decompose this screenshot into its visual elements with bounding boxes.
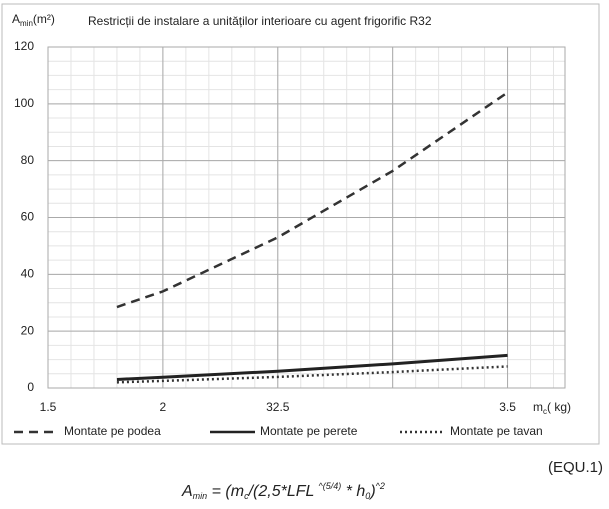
text-part: c [543,407,547,416]
equation: Amin = (mc/(2,5*LFL ^(5/4) * h0)^2 [181,481,385,501]
y-tick-label: 100 [14,96,34,110]
y-tick-label: 0 [27,380,34,394]
text-part: ^(5/4) [319,481,342,491]
text-part: = (m [207,483,244,500]
x-tick-label: 3.5 [499,400,516,414]
y-tick-label: 20 [21,323,35,337]
equation-label: (EQU.1) [548,459,603,476]
text-part: ) [368,483,375,500]
text-part: 0 [365,491,370,501]
series-line [116,91,509,309]
text-part: ^2 [376,481,385,491]
text-part: (m²) [33,12,55,26]
y-tick-label: 60 [21,210,35,224]
legend-label: Montate pe tavan [450,424,543,438]
text-part: min [20,19,33,28]
plot-area [47,46,566,389]
text-part: ( kg) [547,400,571,414]
chart-title: Restricții de instalare a unitǎților int… [88,14,432,28]
y-tick-label: 80 [21,153,35,167]
series-line [116,365,508,384]
y-tick-label: 120 [14,39,34,53]
x-tick-label: 2 [160,400,167,414]
text-part: A [12,12,20,26]
y-tick-label: 40 [21,267,35,281]
legend-label: Montate pe podea [64,424,161,438]
text-part: * h [341,483,365,500]
text-part: /(2,5*LFL [248,483,319,500]
text-part: m [533,400,543,414]
legend-label: Montate pe perete [260,424,358,438]
text-part: min [193,491,208,501]
text-part: c [244,491,249,501]
x-tick-label: 1.5 [40,400,57,414]
y-axis-label: Amin(m²) [12,12,55,28]
x-axis-label: mc( kg) [533,400,571,416]
x-tick-label: 32.5 [266,400,290,414]
text-part: A [181,483,193,500]
series-line [116,353,508,381]
